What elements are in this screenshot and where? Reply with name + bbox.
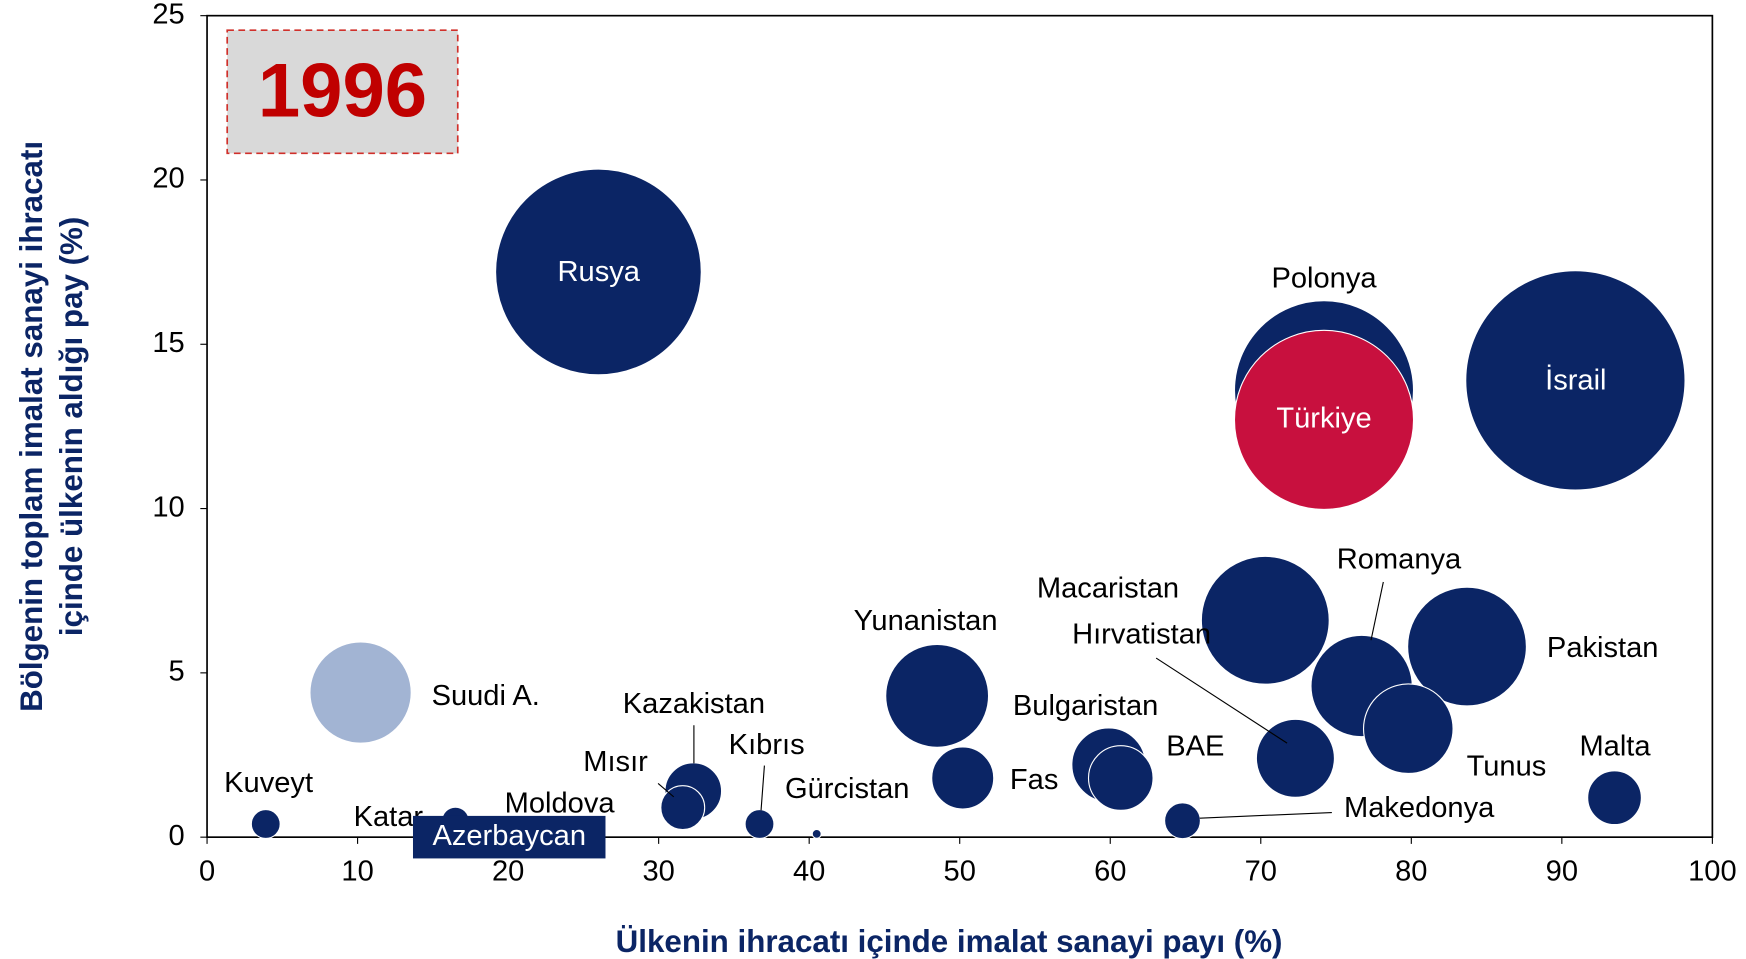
year-label: 1996 [258, 48, 427, 133]
label-box [412, 815, 606, 859]
point-label: Makedonya [1344, 792, 1495, 824]
leader-line [760, 765, 765, 811]
x-tick-label: 0 [199, 856, 215, 888]
point-label: Polonya [1271, 262, 1377, 294]
bubble [1362, 683, 1454, 775]
point-label: Mısır [583, 746, 648, 778]
bubble [1407, 586, 1527, 707]
x-tick-label: 40 [793, 856, 825, 888]
point-label: Kuveyt [224, 767, 313, 799]
point-label: Bulgaristan [1013, 690, 1158, 722]
point-label: Kazakistan [623, 688, 765, 720]
point-label: Azerbaycan [432, 820, 586, 852]
point-label: Suudi A. [432, 680, 540, 712]
point-label: Türkiye [1276, 402, 1371, 434]
y-tick-label: 15 [152, 327, 184, 359]
year-box [226, 29, 459, 155]
y-tick-label: 0 [168, 820, 184, 852]
y-tick-label: 5 [168, 656, 184, 688]
x-tick-label: 100 [1688, 856, 1737, 888]
x-tick-label: 80 [1395, 856, 1427, 888]
y-axis-title-line: içinde ülkenin aldığı pay (%) [54, 217, 89, 637]
leader-line [657, 783, 675, 798]
bubble [1255, 718, 1335, 798]
point-label: Romanya [1337, 543, 1462, 575]
x-tick-label: 20 [492, 856, 524, 888]
bubble [931, 746, 995, 810]
leader-line [1199, 811, 1332, 819]
point-label: İsrail [1545, 363, 1606, 396]
y-tick-label: 20 [152, 163, 184, 195]
bubble [660, 785, 706, 831]
leader-line [1155, 657, 1288, 744]
x-tick-label: 10 [341, 856, 373, 888]
x-tick-label: 60 [1094, 856, 1126, 888]
point-label: Rusya [558, 256, 641, 288]
bubble [495, 168, 702, 376]
point-label: Yunanistan [854, 605, 998, 637]
point-label: Gürcistan [785, 773, 909, 805]
bubble [250, 809, 281, 840]
point-label: Tunus [1467, 750, 1547, 782]
point-label: Hırvatistan [1072, 618, 1211, 650]
plot-root: 0 10 20 30 40 50 60 70 80 90 100 0 5 10 15 20 25 Ülkenin … [14, 0, 1737, 959]
y-axis-title-line: Bölgenin toplam imalat sanayi ihracatı [14, 141, 49, 712]
x-tick-label: 50 [944, 856, 976, 888]
bubble [885, 643, 990, 748]
bubble [1087, 745, 1154, 811]
x-tick-label: 30 [642, 856, 674, 888]
point-label: Moldova [505, 787, 616, 819]
x-axis-title: Ülkenin ihracatı içinde imalat sanayi pa… [616, 924, 1283, 959]
y-tick-label: 10 [152, 491, 184, 523]
x-tick-label: 70 [1245, 856, 1277, 888]
x-tick-label: 90 [1546, 856, 1578, 888]
bubble [744, 809, 775, 840]
bubble [1465, 270, 1686, 491]
bubble [1200, 555, 1330, 685]
bubble [309, 641, 412, 744]
point-label: Fas [1010, 764, 1058, 796]
y-tick-label: 25 [152, 0, 184, 30]
y-axis-title: Bölgenin toplam imalat sanayi ihracatı iç… [14, 141, 89, 712]
bubble [811, 828, 822, 839]
point-label: Pakistan [1547, 632, 1659, 664]
point-label: Kıbrıs [729, 729, 805, 761]
bubble [1233, 329, 1415, 510]
point-label: Katar [354, 801, 424, 833]
leader-line [1370, 581, 1384, 641]
bubble [1164, 802, 1201, 840]
bubble [1587, 770, 1642, 826]
point-label: Macaristan [1037, 573, 1179, 605]
point-label: Malta [1579, 730, 1651, 762]
point-label: BAE [1166, 730, 1224, 762]
